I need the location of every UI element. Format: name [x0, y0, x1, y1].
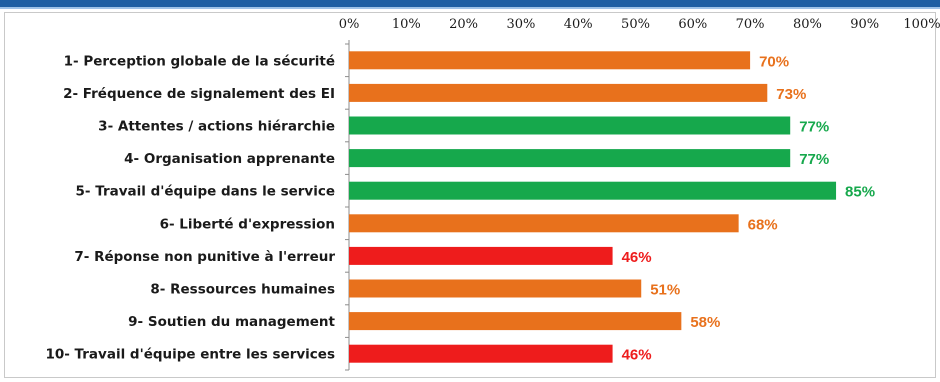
category-label: 5- Travail d'équipe dans le service: [76, 184, 335, 200]
category-label: 8- Ressources humaines: [150, 282, 335, 298]
value-label: 70%: [759, 53, 789, 70]
top-header-band-shade: [0, 7, 940, 9]
x-tick-label: 0%: [339, 17, 360, 32]
category-label: 4- Organisation apprenante: [124, 151, 335, 167]
category-label: 1- Perception globale de la sécurité: [64, 53, 335, 69]
value-label: 77%: [799, 151, 829, 168]
bar: [349, 279, 642, 298]
bar: [349, 344, 613, 363]
category-label: 2- Fréquence de signalement des EI: [63, 86, 335, 102]
value-label: 68%: [748, 216, 778, 233]
bar: [349, 312, 682, 331]
category-label: 3- Attentes / actions hiérarchie: [98, 119, 335, 135]
category-label: 6- Liberté d'expression: [160, 216, 335, 232]
category-label: 10- Travail d'équipe entre les services: [45, 347, 335, 363]
bar: [349, 83, 768, 102]
bar: [349, 51, 751, 70]
x-tick-label: 10%: [392, 17, 421, 32]
category-label: 7- Réponse non punitive à l'erreur: [74, 249, 335, 265]
x-tick-label: 30%: [506, 17, 535, 32]
value-label: 77%: [799, 119, 829, 136]
category-label: 9- Soutien du management: [128, 314, 335, 330]
x-tick-label: 20%: [449, 17, 478, 32]
bar: [349, 149, 791, 168]
bar: [349, 116, 791, 135]
x-tick-label: 80%: [793, 17, 822, 32]
value-label: 46%: [622, 249, 652, 266]
x-tick-label: 100%: [903, 17, 940, 32]
top-header-band: [0, 0, 940, 7]
bar: [349, 181, 837, 200]
bar: [349, 214, 739, 233]
value-label: 46%: [622, 347, 652, 364]
x-tick-label: 50%: [621, 17, 650, 32]
bar: [349, 246, 613, 265]
x-tick-label: 40%: [564, 17, 593, 32]
value-label: 58%: [690, 314, 720, 331]
x-tick-label: 70%: [736, 17, 765, 32]
value-label: 73%: [776, 86, 806, 103]
x-tick-label: 60%: [678, 17, 707, 32]
value-label: 85%: [845, 184, 875, 201]
x-tick-label: 90%: [850, 17, 879, 32]
value-label: 51%: [650, 282, 680, 299]
